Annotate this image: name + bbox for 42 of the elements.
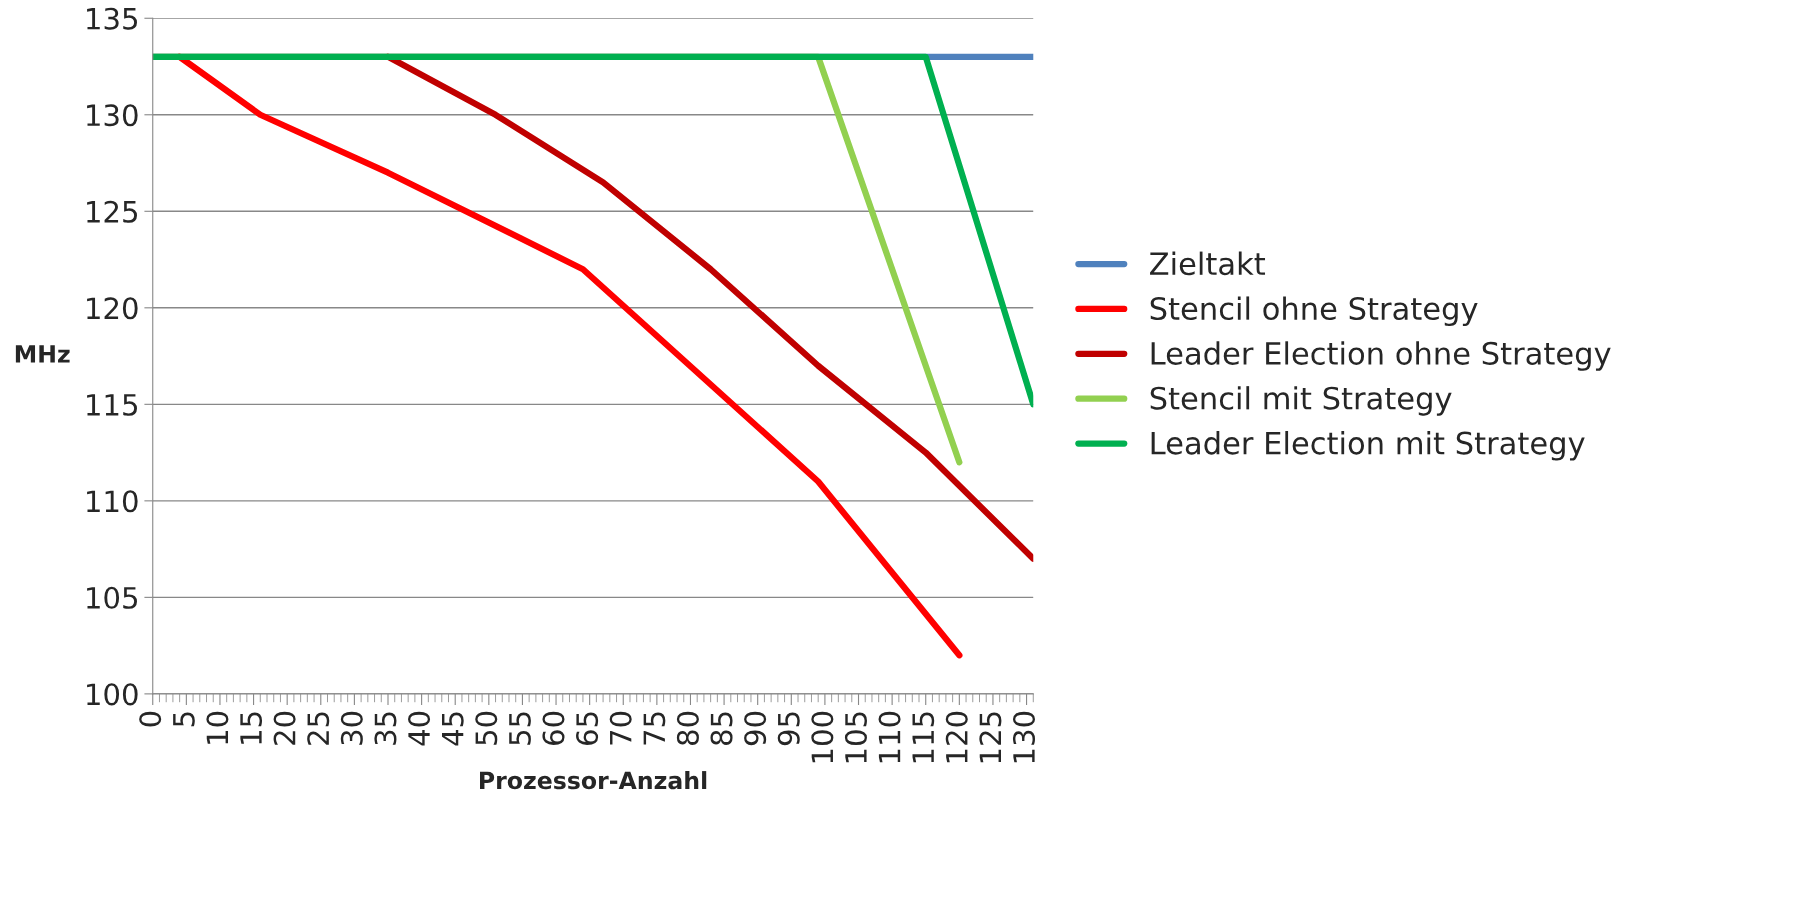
legend-label: Leader Election ohne Strategy xyxy=(1151,341,1611,371)
x-tick-label: 70 xyxy=(609,711,632,745)
y-tick-label: 105 xyxy=(87,586,137,609)
x-tick-label: 5 xyxy=(173,712,195,727)
x-tick-label: 130 xyxy=(1012,711,1036,763)
legend-label: Stencil mit Strategy xyxy=(1150,386,1452,416)
x-tick-label: 10 xyxy=(206,711,229,744)
x-tick-label: 65 xyxy=(576,712,599,745)
y-tick-label: 130 xyxy=(87,104,138,127)
x-tick-label: 60 xyxy=(542,711,565,745)
legend-label: Stencil ohne Strategy xyxy=(1150,296,1478,327)
x-tick-label: 15 xyxy=(240,712,263,744)
x-tick-label: 0 xyxy=(139,711,162,727)
x-tick-label: 50 xyxy=(475,711,498,745)
x-tick-label: 125 xyxy=(979,712,1002,763)
x-tick-label: 45 xyxy=(442,712,464,746)
x-tick-label: 85 xyxy=(710,712,733,745)
y-tick-label: 120 xyxy=(87,297,138,320)
x-tick-label: 105 xyxy=(844,712,867,763)
x-tick-label: 75 xyxy=(643,712,666,745)
x-tick-label: 95 xyxy=(777,712,800,746)
x-tick-label: 100 xyxy=(811,711,834,763)
legend-label: Leader Election mit Strategy xyxy=(1151,430,1585,461)
x-tick-label: 120 xyxy=(945,711,968,763)
x-tick-label: 90 xyxy=(744,711,767,746)
x-tick-label: 115 xyxy=(912,712,935,763)
x-tick-label: 25 xyxy=(307,712,330,745)
x-tick-label: 55 xyxy=(509,712,531,745)
y-tick-label: 100 xyxy=(87,683,138,706)
y-tick-label: 125 xyxy=(87,200,137,223)
y-tick-label: 110 xyxy=(87,490,138,513)
x-tick-label: 20 xyxy=(273,711,296,745)
legend-label: Zieltakt xyxy=(1150,251,1266,276)
x-axis-title: Prozessor-Anzahl xyxy=(480,771,707,790)
x-tick-label: 35 xyxy=(374,712,397,745)
x-tick-label: 30 xyxy=(340,711,363,745)
x-tick-label: 40 xyxy=(408,711,431,746)
x-tick-label: 80 xyxy=(676,711,699,745)
y-tick-label: 115 xyxy=(87,394,137,416)
y-axis-title: MHz xyxy=(15,345,70,363)
y-tick-label: 135 xyxy=(87,7,137,30)
x-tick-label: 110 xyxy=(878,711,901,763)
